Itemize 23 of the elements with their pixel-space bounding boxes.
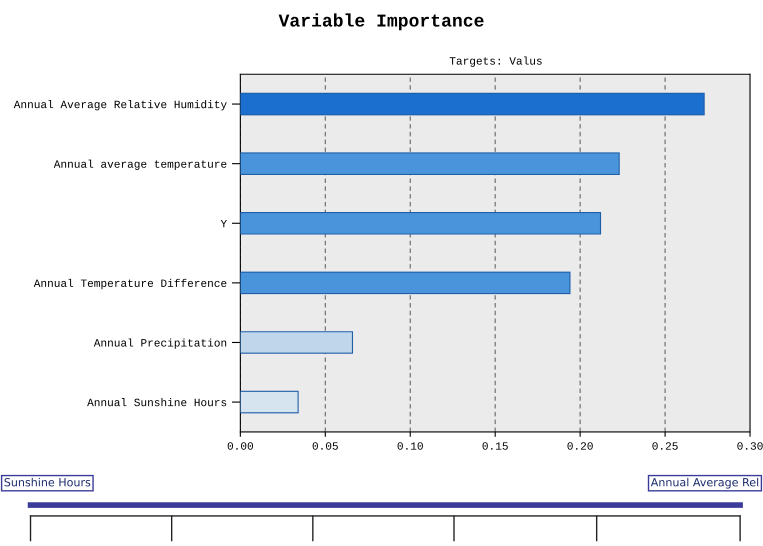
x-tick-label: 0.00: [228, 442, 253, 450]
bar: [240, 331, 354, 354]
x-tick-label: 0.10: [398, 442, 423, 450]
y-tick-label: Annual average temperature: [54, 160, 226, 170]
y-tick-label: Annual Precipitation: [94, 338, 226, 349]
chart-title: Variable Importance: [278, 13, 484, 30]
y-tick-label: Annual Average Relative Humidity: [14, 100, 227, 110]
bar: [240, 272, 570, 294]
x-tick-label: 0.30: [737, 442, 763, 450]
bar: [240, 390, 299, 414]
text: Sunshine Hours: [4, 478, 90, 486]
x-tick-label: 0.05: [312, 442, 338, 450]
text: Annual Average Rel: [650, 478, 758, 489]
y-tick-label: Y: [220, 220, 227, 228]
bar: [240, 152, 620, 175]
x-tick-label: 0.25: [652, 442, 678, 450]
bar: [240, 212, 602, 235]
bar: [240, 92, 705, 116]
y-tick-label: Annual Temperature Difference: [34, 278, 226, 290]
x-tick-label: 0.20: [567, 442, 593, 450]
y-tick-label: Annual Sunshine Hours: [87, 398, 226, 406]
x-tick-label: 0.15: [482, 442, 508, 450]
chart-subtitle: Targets: Valus: [450, 56, 542, 67]
